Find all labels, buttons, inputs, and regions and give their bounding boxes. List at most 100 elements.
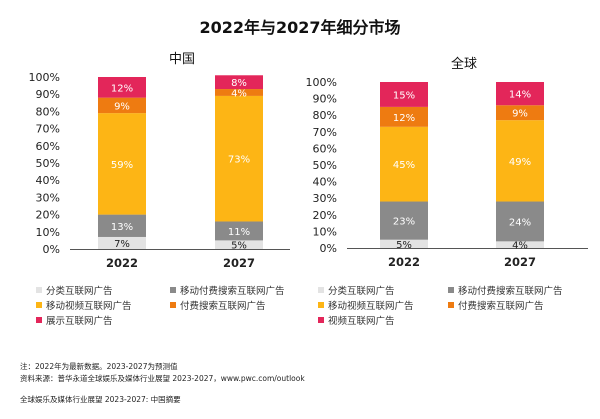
data-label: 13% bbox=[111, 222, 133, 233]
legend-swatch bbox=[318, 302, 324, 308]
chart-global: 全球 0% 10% 20% 30% 40% 50% 60% 70% 80% 90% 100% 5% 23%… bbox=[306, 56, 588, 269]
legend-label: 移动付费搜索互联网广告 bbox=[458, 286, 563, 297]
legend-china: 分类互联网广告 移动付费搜索互联网广告移动视频互联网广告 付费搜索互联网广告展示互联… bbox=[36, 283, 296, 333]
footer-text: 全球娱乐及媒体行业展望 2023-2027: 中国摘要 bbox=[20, 395, 181, 404]
legend-item: 分类互联网广告 bbox=[318, 283, 395, 297]
y-tick-label: 10% bbox=[36, 226, 60, 239]
y-tick-label: 90% bbox=[36, 88, 60, 101]
source-text: 资料来源：普华永道全球娱乐及媒体行业展望 2023-2027，www.pwc.c… bbox=[20, 374, 305, 383]
y-tick-label: 90% bbox=[313, 93, 337, 106]
legend-swatch bbox=[36, 287, 42, 293]
bar-segment bbox=[98, 214, 146, 237]
bar-segment bbox=[215, 221, 263, 241]
data-label: 73% bbox=[228, 155, 250, 166]
legend-swatch bbox=[318, 287, 324, 293]
y-tick-label: 0% bbox=[320, 242, 337, 255]
x-category-label: 2022 bbox=[106, 256, 138, 270]
legend-item: 展示互联网广告 bbox=[36, 313, 113, 327]
bar-segment bbox=[380, 126, 428, 202]
legend-item: 分类互联网广告 bbox=[36, 283, 113, 297]
legend-label: 视频互联网广告 bbox=[328, 316, 395, 327]
y-tick-label: 80% bbox=[36, 105, 60, 118]
legend-item: 移动付费搜索互联网广告 bbox=[170, 283, 285, 297]
x-category-label: 2027 bbox=[223, 256, 255, 270]
notes: 注：2022年为最新数据。2023-2027为预测值 资料来源：普华永道全球娱乐… bbox=[20, 361, 305, 385]
y-tick-label: 10% bbox=[313, 225, 337, 238]
data-label: 11% bbox=[228, 227, 250, 238]
legend-label: 移动视频互联网广告 bbox=[46, 301, 132, 312]
legend-label: 分类互联网广告 bbox=[46, 286, 113, 297]
y-tick-label: 20% bbox=[313, 209, 337, 222]
bar-segment bbox=[98, 97, 146, 114]
bar-segment bbox=[496, 201, 544, 242]
x-category-label: 2022 bbox=[388, 255, 420, 269]
legend-label: 移动付费搜索互联网广告 bbox=[180, 286, 285, 297]
bar-segment bbox=[215, 240, 263, 249]
data-label: 7% bbox=[114, 239, 130, 250]
bar-segment bbox=[380, 201, 428, 240]
note-text: 注：2022年为最新数据。2023-2027为预测值 bbox=[20, 362, 178, 371]
legend-label: 移动视频互联网广告 bbox=[328, 301, 414, 312]
y-tick-label: 50% bbox=[36, 157, 60, 170]
page-title: 2022年与2027年细分市场 bbox=[199, 18, 401, 37]
data-label: 9% bbox=[114, 101, 130, 112]
y-tick-label: 100% bbox=[306, 76, 337, 89]
bar-segment bbox=[215, 89, 263, 96]
y-tick-label: 50% bbox=[313, 159, 337, 172]
x-category-label: 2027 bbox=[504, 255, 536, 269]
bar-segment bbox=[496, 241, 544, 248]
bar-segment bbox=[380, 82, 428, 107]
legend-swatch bbox=[448, 287, 454, 293]
bar-segment bbox=[380, 239, 428, 248]
y-tick-label: 100% bbox=[29, 71, 60, 84]
legend-label: 分类互联网广告 bbox=[328, 286, 395, 297]
y-tick-label: 40% bbox=[313, 176, 337, 189]
legend-swatch bbox=[36, 302, 42, 308]
data-label: 5% bbox=[396, 240, 412, 251]
y-tick-label: 30% bbox=[36, 191, 60, 204]
y-tick-label: 80% bbox=[313, 109, 337, 122]
legend-item: 付费搜索互联网广告 bbox=[448, 298, 544, 312]
legend-swatch bbox=[170, 287, 176, 293]
data-label: 4% bbox=[512, 241, 528, 252]
chart-subtitle: 全球 bbox=[451, 56, 477, 72]
data-label: 14% bbox=[509, 90, 531, 101]
data-label: 8% bbox=[231, 78, 247, 89]
data-label: 24% bbox=[509, 217, 531, 228]
bar-segment bbox=[215, 95, 263, 222]
legend-label: 付费搜索互联网广告 bbox=[180, 301, 266, 312]
bar-segment bbox=[496, 120, 544, 202]
legend-global: 分类互联网广告 移动付费搜索互联网广告移动视频互联网广告 付费搜索互联网广告视频互联… bbox=[318, 283, 598, 333]
legend-swatch bbox=[448, 302, 454, 308]
legend-item: 移动视频互联网广告 bbox=[36, 298, 132, 312]
data-label: 59% bbox=[111, 160, 133, 171]
data-label: 5% bbox=[231, 241, 247, 252]
legend-item: 付费搜索互联网广告 bbox=[170, 298, 266, 312]
bar-segment bbox=[496, 82, 544, 106]
bar-segment bbox=[380, 106, 428, 127]
y-tick-label: 0% bbox=[43, 243, 60, 256]
legend-label: 付费搜索互联网广告 bbox=[458, 301, 544, 312]
legend-label: 展示互联网广告 bbox=[46, 316, 113, 327]
bar-segment bbox=[215, 75, 263, 90]
bar-segment bbox=[496, 105, 544, 121]
bar-segment bbox=[98, 113, 146, 215]
y-tick-label: 70% bbox=[313, 126, 337, 139]
data-label: 12% bbox=[111, 83, 133, 94]
data-label: 23% bbox=[393, 217, 415, 228]
bar-segment bbox=[98, 236, 146, 249]
y-tick-label: 40% bbox=[36, 174, 60, 187]
bar-segment bbox=[98, 77, 146, 98]
data-label: 49% bbox=[509, 157, 531, 168]
y-tick-label: 60% bbox=[313, 142, 337, 155]
chart-subtitle: 中国 bbox=[169, 52, 195, 67]
y-tick-label: 30% bbox=[313, 192, 337, 205]
y-tick-label: 70% bbox=[36, 123, 60, 136]
legend-item: 视频互联网广告 bbox=[318, 313, 395, 327]
data-label: 15% bbox=[393, 90, 415, 101]
data-label: 45% bbox=[393, 160, 415, 171]
y-tick-label: 60% bbox=[36, 140, 60, 153]
legend-swatch bbox=[36, 317, 42, 323]
chart-china: 中国 0% 10% 20% 30% 40% 50% 60% 70% 80% 90% 100% 7% 13%… bbox=[29, 52, 290, 270]
data-label: 12% bbox=[393, 113, 415, 124]
